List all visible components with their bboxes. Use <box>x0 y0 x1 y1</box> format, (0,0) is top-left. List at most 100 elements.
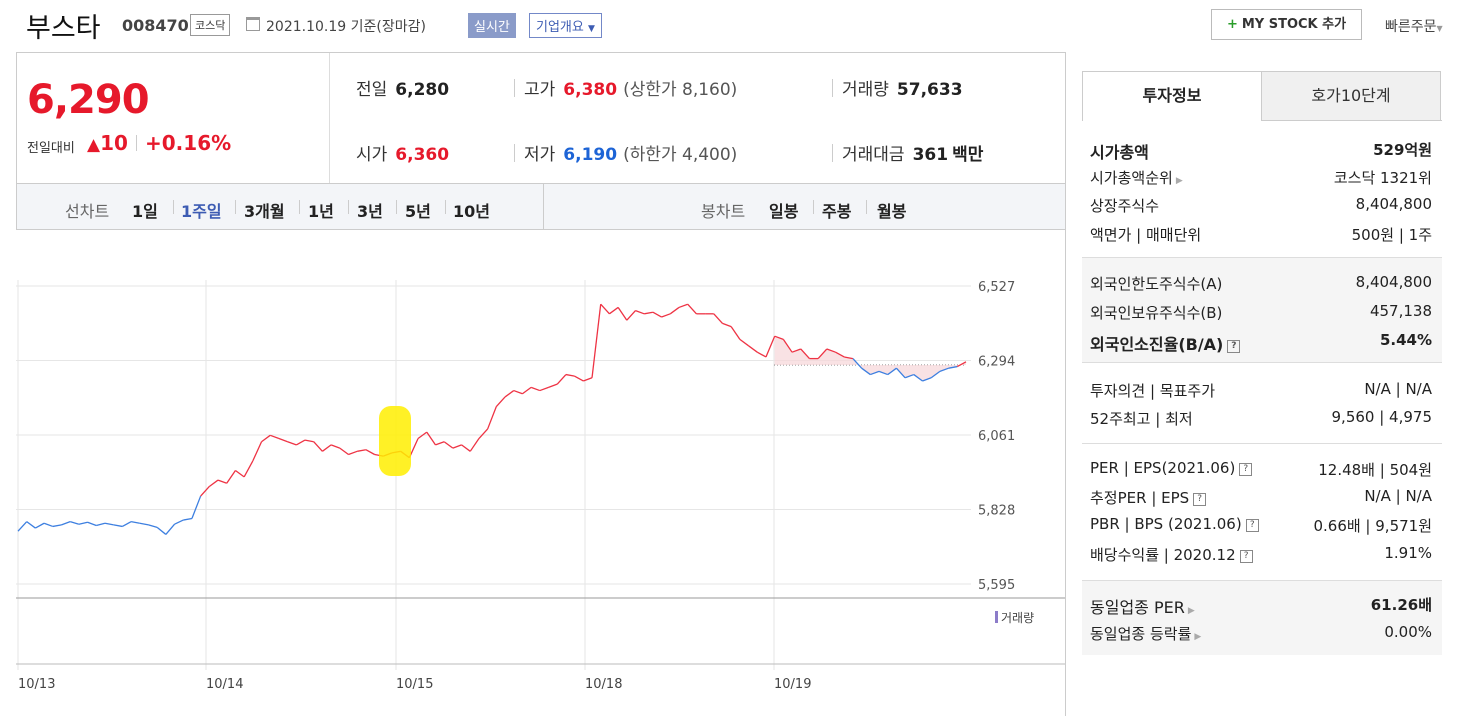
investment-info-panel: 투자정보 호가10단계 시가총액 529억원 시가총액순위 ▶ 코스닥 1321위 상… <box>1082 71 1442 655</box>
price-panel: 6,290 전일대비 ▲10 +0.16% 전일 6,280 고가 6,380 (상한… <box>16 52 1066 184</box>
price-chart[interactable]: 6,527 6,294 6,061 5,828 5,595 거래량 10/13 10/14 10… <box>16 230 1065 700</box>
tab-5year[interactable]: 5년 <box>405 202 431 221</box>
help-icon[interactable]: ? <box>1239 550 1253 563</box>
y-tick-label: 6,527 <box>978 280 1015 295</box>
price-line-segment <box>652 311 662 318</box>
price-line-segment <box>17 521 28 532</box>
price-line-segment <box>487 406 497 430</box>
price-line-segment <box>183 517 193 521</box>
x-tick-label: 10/13 <box>18 677 55 692</box>
price-line-segment <box>148 524 158 529</box>
help-icon[interactable]: ? <box>1227 340 1241 353</box>
price-line-segment <box>52 524 62 528</box>
price-line-segment <box>730 326 741 340</box>
price-line-segment <box>61 521 71 526</box>
info-row: 시가총액순위 ▶ 코스닥 1321위 <box>1090 167 1432 191</box>
corp-info-dropdown[interactable]: 기업개요 ▼ <box>529 13 602 38</box>
price-line-segment <box>835 351 845 358</box>
info-row: 액면가 | 매매단위 500원 | 1주 <box>1090 224 1432 248</box>
price-line-segment <box>644 311 654 315</box>
info-value: 8,404,800 <box>1355 273 1432 291</box>
price-line-segment <box>252 441 263 462</box>
price-diff-value: 10 <box>100 131 128 155</box>
price-line-segment <box>904 373 915 379</box>
trade-amount: 거래대금 361 백만 <box>842 140 983 165</box>
price-line-segment <box>226 470 236 484</box>
lower-limit: (하한가 4,400) <box>623 145 738 165</box>
divider <box>299 200 300 214</box>
info-row: 배당수익률 | 2020.12? 1.91% <box>1090 544 1432 568</box>
divider <box>514 79 515 97</box>
price-line-segment <box>443 441 454 449</box>
market-cap-rank-link[interactable]: 시가총액순위 ▶ <box>1090 167 1183 188</box>
price-line-segment <box>530 386 541 392</box>
high-price: 고가 6,380 (상한가 8,160) <box>524 75 737 100</box>
tab-3year[interactable]: 3년 <box>357 202 383 221</box>
price-line-segment <box>156 526 167 535</box>
price-line-segment <box>774 335 784 341</box>
info-key: 시가총액 <box>1090 143 1149 162</box>
price-line-segment <box>469 438 480 452</box>
info-value: 0.66배 | 9,571원 <box>1313 517 1432 535</box>
info-row: 동일업종 PER ▶ 61.26배 <box>1090 594 1432 618</box>
tab-daily-candle[interactable]: 일봉 <box>769 202 799 221</box>
info-key: PBR | BPS (2021.06) <box>1090 515 1242 533</box>
tab-1week[interactable]: 1주일 <box>181 202 222 221</box>
tab-1year[interactable]: 1년 <box>308 202 334 221</box>
price-line-segment <box>200 486 210 497</box>
help-icon[interactable]: ? <box>1193 493 1207 506</box>
my-stock-add-button[interactable]: + MY STOCK 추가 <box>1211 9 1362 40</box>
price-line-segment <box>765 335 776 358</box>
volume-label: 거래량 <box>842 80 889 100</box>
industry-section: 동일업종 PER ▶ 61.26배 동일업종 등락률 ▶ 0.00% <box>1082 581 1442 655</box>
realtime-button[interactable]: 실시간 <box>468 13 516 38</box>
tab-monthly-candle[interactable]: 월봉 <box>877 202 907 221</box>
info-row: 동일업종 등락률 ▶ 0.00% <box>1090 623 1432 647</box>
low-value: 6,190 <box>563 145 618 165</box>
price-diff: ▲10 <box>87 131 128 155</box>
price-line-segment <box>713 313 723 324</box>
base-date: 2021.10.19 기준(장마감) <box>266 19 426 35</box>
price-line-segment <box>269 434 280 440</box>
low-price: 저가 6,190 (하한가 4,400) <box>524 140 737 165</box>
price-line-segment <box>235 469 245 478</box>
price-line-segment <box>817 348 828 360</box>
price-line-segment <box>669 306 680 315</box>
info-key: 동일업종 등락률 <box>1090 625 1192 643</box>
help-icon[interactable]: ? <box>1239 463 1253 476</box>
tab-1day[interactable]: 1일 <box>132 202 158 221</box>
info-row: 시가총액 529억원 <box>1090 139 1432 163</box>
tab-10year[interactable]: 10년 <box>453 202 490 221</box>
price-line-segment <box>165 523 176 535</box>
tab-investment-info[interactable]: 투자정보 <box>1082 71 1262 121</box>
info-row: 외국인한도주식수(A) 8,404,800 <box>1090 273 1432 297</box>
price-line-segment <box>591 304 602 378</box>
info-key: 외국인한도주식수(A) <box>1090 275 1223 293</box>
tab-order-book[interactable]: 호가10단계 <box>1261 71 1441 121</box>
y-tick-label: 5,828 <box>978 504 1015 519</box>
quick-order-label: 빠른주문 <box>1385 19 1437 35</box>
divider <box>813 200 814 214</box>
y-tick-label: 5,595 <box>978 578 1015 593</box>
amount-label: 거래대금 <box>842 145 905 165</box>
tab-weekly-candle[interactable]: 주봉 <box>822 202 852 221</box>
info-row: 추정PER | EPS? N/A | N/A <box>1090 487 1432 511</box>
price-line-segment <box>322 444 332 452</box>
divider <box>1082 257 1442 258</box>
industry-per-link[interactable]: 동일업종 PER ▶ <box>1090 594 1195 618</box>
help-icon[interactable]: ? <box>1245 519 1259 532</box>
industry-change-link[interactable]: 동일업종 등락률 ▶ <box>1090 623 1201 644</box>
info-value: 1.91% <box>1384 544 1432 562</box>
quick-order-dropdown[interactable]: 빠른주문▼ <box>1385 16 1443 36</box>
price-line-segment <box>922 377 932 382</box>
price-line-segment <box>261 434 271 443</box>
volume-legend-swatch <box>995 611 998 623</box>
info-key-wrap: PBR | BPS (2021.06)? <box>1090 515 1259 533</box>
tab-3month[interactable]: 3개월 <box>244 202 285 221</box>
divider <box>1082 580 1442 581</box>
price-line-segment <box>626 310 636 321</box>
stock-header: 부스타 008470 코스닥 2021.10.19 기준(장마감) 실시간 기업… <box>0 0 1464 52</box>
price-line-segment <box>304 439 314 443</box>
arrow-right-icon: ▶ <box>1175 176 1183 186</box>
market-cap-section: 시가총액 529억원 시가총액순위 ▶ 코스닥 1321위 상장주식수 8,404,80… <box>1082 131 1442 256</box>
